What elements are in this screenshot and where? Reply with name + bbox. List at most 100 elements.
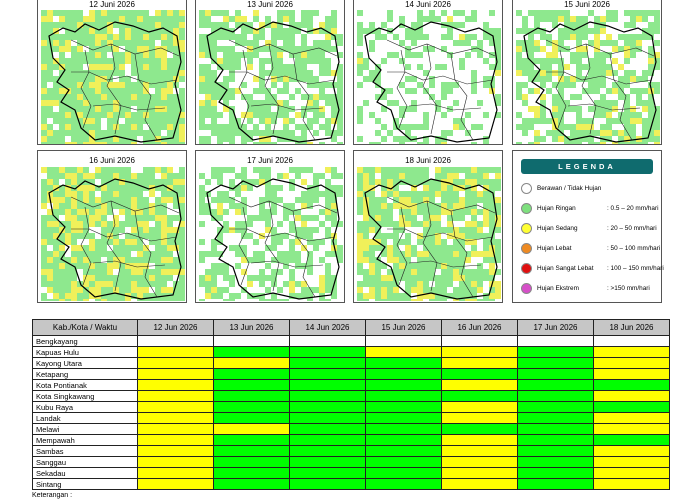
forecast-cell: [593, 412, 670, 424]
forecast-cell: [441, 357, 518, 369]
forecast-cell: [137, 401, 214, 413]
forecast-cell: [365, 401, 442, 413]
forecast-cell: [593, 346, 670, 358]
note-label: Keterangan :: [32, 492, 73, 499]
forecast-cell: [441, 423, 518, 435]
forecast-cell: [441, 401, 518, 413]
forecast-cell: [365, 478, 442, 490]
legend-swatch: [521, 263, 532, 274]
legend-item-range: : >150 mm/hari: [607, 285, 650, 292]
forecast-cell: [289, 401, 366, 413]
forecast-cell: [517, 445, 594, 457]
forecast-cell: [593, 335, 670, 347]
rainfall-map: [516, 10, 660, 144]
table-row: Landak: [32, 412, 670, 424]
forecast-cell: [517, 379, 594, 391]
forecast-cell: [289, 434, 366, 446]
forecast-cell: [593, 390, 670, 402]
forecast-cell: [517, 357, 594, 369]
forecast-cell: [517, 390, 594, 402]
table-header-date: 17 Jun 2026: [517, 319, 594, 336]
forecast-cell: [137, 335, 214, 347]
table-header-date: 18 Jun 2026: [593, 319, 670, 336]
forecast-cell: [289, 390, 366, 402]
forecast-cell: [517, 346, 594, 358]
forecast-cell: [441, 456, 518, 468]
forecast-cell: [517, 456, 594, 468]
district-name: Sintang: [32, 478, 138, 490]
forecast-cell: [137, 445, 214, 457]
forecast-cell: [365, 390, 442, 402]
table-row: Melawi: [32, 423, 670, 435]
rainfall-map: [357, 10, 501, 144]
forecast-cell: [213, 390, 290, 402]
district-forecast-table: Kab./Kota / Waktu 12 Jun 2026 13 Jun 2026…: [32, 319, 670, 490]
forecast-cell: [289, 423, 366, 435]
legend-swatch: [521, 223, 532, 234]
table-row: Kota Pontianak: [32, 379, 670, 391]
table-row: Kapuas Hulu: [32, 346, 670, 358]
forecast-cell: [593, 401, 670, 413]
legend-swatch: [521, 183, 532, 194]
legend: LEGENDA Berawan / Tidak Hujan Hujan Ringa…: [512, 150, 664, 303]
forecast-cell: [213, 434, 290, 446]
map-panel-1: 12 Juni 2026: [37, 0, 187, 145]
forecast-cell: [441, 445, 518, 457]
map-date: 13 Juni 2026: [247, 0, 293, 9]
legend-item-name: Hujan Sedang: [537, 225, 578, 232]
forecast-cell: [517, 423, 594, 435]
forecast-cell: [517, 434, 594, 446]
forecast-cell: [213, 379, 290, 391]
forecast-cell: [137, 478, 214, 490]
legend-swatch: [521, 203, 532, 214]
map-date: 12 Juni 2026: [89, 0, 135, 9]
forecast-cell: [365, 456, 442, 468]
district-name: Ketapang: [32, 368, 138, 380]
table-row: Kayong Utara: [32, 357, 670, 369]
forecast-cell: [137, 423, 214, 435]
forecast-cell: [593, 445, 670, 457]
map-panel-2: 13 Juni 2026: [195, 0, 345, 145]
forecast-cell: [365, 346, 442, 358]
forecast-cell: [365, 379, 442, 391]
map-panel-5: 16 Juni 2026: [37, 150, 187, 303]
forecast-cell: [365, 423, 442, 435]
district-name: Sanggau: [32, 456, 138, 468]
forecast-cell: [517, 401, 594, 413]
map-date: 18 Juni 2026: [405, 156, 451, 165]
district-name: Kapuas Hulu: [32, 346, 138, 358]
legend-item-range: : 100 – 150 mm/hari: [607, 265, 664, 272]
forecast-cell: [441, 379, 518, 391]
map-date: 17 Juni 2026: [247, 156, 293, 165]
table-header-district: Kab./Kota / Waktu: [32, 319, 138, 336]
forecast-cell: [441, 368, 518, 380]
forecast-cell: [213, 368, 290, 380]
map-panel-3: 14 Juni 2026: [353, 0, 503, 145]
forecast-cell: [289, 467, 366, 479]
forecast-cell: [441, 390, 518, 402]
forecast-cell: [137, 456, 214, 468]
forecast-cell: [517, 335, 594, 347]
forecast-cell: [593, 357, 670, 369]
forecast-cell: [213, 346, 290, 358]
table-row: Sekadau: [32, 467, 670, 479]
legend-item-name: Berawan / Tidak Hujan: [537, 185, 602, 192]
forecast-cell: [441, 412, 518, 424]
forecast-cell: [289, 357, 366, 369]
forecast-cell: [365, 357, 442, 369]
district-name: Mempawah: [32, 434, 138, 446]
district-name: Kubu Raya: [32, 401, 138, 413]
table-header-date: 16 Jun 2026: [441, 319, 518, 336]
forecast-cell: [365, 467, 442, 479]
forecast-cell: [289, 412, 366, 424]
forecast-cell: [137, 434, 214, 446]
forecast-cell: [289, 379, 366, 391]
legend-item-range: : 0.5 – 20 mm/hari: [607, 205, 659, 212]
table-row: Kubu Raya: [32, 401, 670, 413]
forecast-cell: [593, 456, 670, 468]
map-date: 14 Juni 2026: [405, 0, 451, 9]
forecast-cell: [441, 346, 518, 358]
forecast-cell: [365, 335, 442, 347]
table-row: Mempawah: [32, 434, 670, 446]
district-name: Sekadau: [32, 467, 138, 479]
